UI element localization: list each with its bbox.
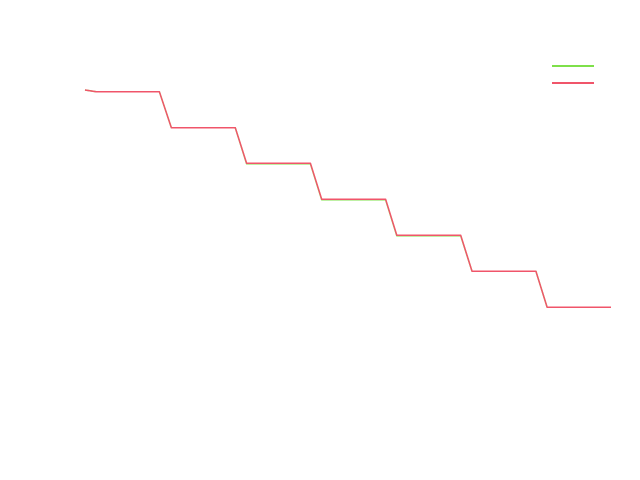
series-line-2 xyxy=(84,89,611,308)
plot-area xyxy=(84,89,611,308)
legend xyxy=(552,65,594,84)
